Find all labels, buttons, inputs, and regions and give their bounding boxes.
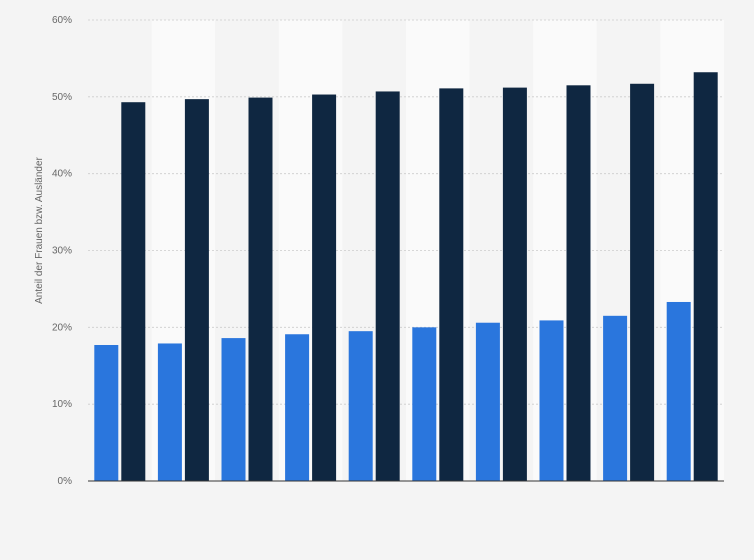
bar-series-2 [248,97,273,481]
bar-series-1 [221,338,246,481]
bar-series-2 [693,72,718,481]
y-tick-label: 60% [52,15,72,26]
bar-series-1 [285,334,310,481]
bar-series-1 [666,301,691,481]
bar-series-1 [475,322,500,481]
bar-series-1 [412,327,437,481]
bar-series-2 [439,88,464,482]
bar-series-1 [94,345,119,481]
bars [94,72,718,482]
bar-series-1 [603,315,628,481]
y-tick-label: 20% [52,322,72,333]
y-axis-title: Anteil der Frauen bzw. Ausländer [34,156,45,303]
y-axis-ticks: 0% 10% 20% 30% 40% 50% 60% [52,15,72,487]
y-tick-label: 0% [58,476,73,487]
bar-series-2 [312,94,337,482]
bar-series-2 [566,85,591,481]
bar-series-1 [539,320,564,481]
bar-series-2 [502,87,527,481]
y-tick-label: 30% [52,246,72,257]
y-tick-label: 50% [52,92,72,103]
y-tick-label: 10% [52,399,72,410]
bar-series-1 [348,331,373,481]
bar-series-2 [375,91,400,481]
bar-series-1 [157,343,182,481]
bar-series-2 [630,83,655,481]
bar-series-2 [184,99,209,481]
y-tick-label: 40% [52,169,72,180]
bar-series-2 [121,102,146,481]
